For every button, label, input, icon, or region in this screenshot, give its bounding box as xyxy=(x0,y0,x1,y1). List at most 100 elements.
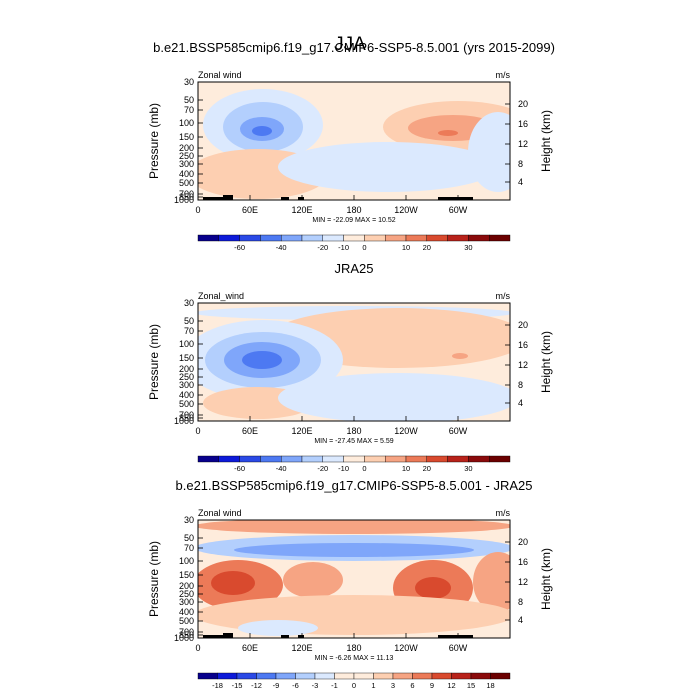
colorbar-tick-label: 10 xyxy=(402,243,410,252)
contour-region xyxy=(452,353,468,359)
colorbar-tick-label: 12 xyxy=(447,681,455,690)
contour-field xyxy=(198,82,510,200)
y-tick-label: 30 xyxy=(184,298,194,308)
colorbar-tick-label: 20 xyxy=(423,464,431,473)
colorbar-tick-label: -10 xyxy=(338,464,349,473)
colorbar-tick-label: -20 xyxy=(317,464,328,473)
y-tick-label: 1000 xyxy=(174,633,194,643)
colorbar-tick-label: 0 xyxy=(352,681,356,690)
y-tick-label: 150 xyxy=(179,570,194,580)
contour-region xyxy=(438,130,458,136)
contour-region xyxy=(252,126,272,136)
units-label: m/s xyxy=(496,70,511,80)
y-tick-label: 400 xyxy=(179,169,194,179)
colorbar-box xyxy=(451,672,472,680)
y-tick-label: 30 xyxy=(184,515,194,525)
colorbar-box xyxy=(343,455,365,463)
x-tick-label: 0 xyxy=(195,643,200,653)
contour-region xyxy=(468,112,510,192)
chart-panel: b.e21.BSSP585cmip6.f19_g17.CMIP6-SSP5-8.… xyxy=(147,40,555,252)
y-tick-label: 50 xyxy=(184,316,194,326)
y-tick-label: 850 xyxy=(179,192,194,202)
topography-mask xyxy=(223,195,233,200)
right-tick-label: 4 xyxy=(518,398,523,408)
colorbar-tick-label: 15 xyxy=(467,681,475,690)
y-tick-label: 300 xyxy=(179,380,194,390)
colorbar-tick-label: 0 xyxy=(362,464,366,473)
y-tick-label: 30 xyxy=(184,77,194,87)
units-label: m/s xyxy=(496,508,511,518)
colorbar-box xyxy=(280,234,303,242)
colorbar-box xyxy=(468,455,490,463)
colorbar-box xyxy=(447,455,469,463)
colorbar-tick-label: 30 xyxy=(464,464,472,473)
y-tick-label: 200 xyxy=(179,364,194,374)
right-tick-label: 12 xyxy=(518,139,528,149)
y-axis-label: Pressure (mb) xyxy=(147,541,161,617)
colorbar-tick-label: 3 xyxy=(391,681,395,690)
colorbar-tick-label: 10 xyxy=(402,464,410,473)
y-tick-label: 250 xyxy=(179,589,194,599)
colorbar-box xyxy=(197,234,219,242)
y-tick-label: 70 xyxy=(184,326,194,336)
colorbar-tick-label: -60 xyxy=(234,243,245,252)
colorbar-box xyxy=(218,455,240,463)
contour-region xyxy=(242,351,282,369)
y-axis-label: Pressure (mb) xyxy=(147,324,161,400)
colorbar-tick-label: -6 xyxy=(292,681,299,690)
right-tick-label: 12 xyxy=(518,577,528,587)
panel-title: JRA25 xyxy=(334,261,373,276)
contour-field xyxy=(198,520,510,638)
colorbar-box xyxy=(334,672,355,680)
colorbar-tick-label: -20 xyxy=(317,243,328,252)
colorbar-tick-label: -18 xyxy=(212,681,223,690)
contour-region xyxy=(283,562,343,598)
y-tick-label: 1000 xyxy=(174,195,194,205)
y-tick-label: 500 xyxy=(179,399,194,409)
y-tick-label: 700 xyxy=(179,627,194,637)
x-tick-label: 60E xyxy=(242,205,258,215)
colorbar-box xyxy=(236,672,257,680)
right-tick-label: 8 xyxy=(518,159,523,169)
minmax-label: MIN = -27.45 MAX = 5.59 xyxy=(314,438,393,445)
y-tick-label: 400 xyxy=(179,390,194,400)
topography-mask xyxy=(298,197,304,200)
colorbar-box xyxy=(197,672,218,680)
right-axis-label: Height (km) xyxy=(539,548,553,610)
contour-region xyxy=(278,373,510,421)
topography-mask xyxy=(223,633,233,638)
colorbar-tick-label: 0 xyxy=(362,243,366,252)
colorbar-box xyxy=(301,455,323,463)
colorbar-tick-label: -1 xyxy=(331,681,338,690)
panel-title: b.e21.BSSP585cmip6.f19_g17.CMIP6-SSP5-8.… xyxy=(176,478,533,493)
colorbar-tick-label: 30 xyxy=(464,243,472,252)
minmax-label: MIN = -6.26 MAX = 11.13 xyxy=(315,655,394,662)
topography-mask xyxy=(298,635,304,638)
y-tick-label: 70 xyxy=(184,105,194,115)
x-tick-label: 120W xyxy=(394,643,418,653)
colorbar-box xyxy=(322,234,344,242)
colorbar-tick-label: 1 xyxy=(371,681,375,690)
x-tick-label: 180 xyxy=(346,205,361,215)
topography-mask xyxy=(438,197,473,200)
colorbar-tick-label: 6 xyxy=(410,681,414,690)
colorbar-box xyxy=(426,234,448,242)
colorbar-tick-label: 18 xyxy=(486,681,494,690)
colorbar-box xyxy=(239,455,261,463)
colorbar-box xyxy=(384,234,407,242)
right-axis-label: Height (km) xyxy=(539,110,553,172)
colorbar-box xyxy=(280,455,303,463)
right-tick-label: 4 xyxy=(518,177,523,187)
colorbar-box xyxy=(392,672,413,680)
y-tick-label: 100 xyxy=(179,118,194,128)
y-tick-label: 150 xyxy=(179,132,194,142)
right-tick-label: 16 xyxy=(518,340,528,350)
x-tick-label: 120E xyxy=(291,205,312,215)
y-tick-label: 500 xyxy=(179,178,194,188)
x-tick-label: 60W xyxy=(449,643,468,653)
y-tick-label: 300 xyxy=(179,159,194,169)
y-tick-label: 250 xyxy=(179,151,194,161)
colorbar-box xyxy=(489,234,511,242)
left-label: Zonal_wind xyxy=(198,291,244,301)
